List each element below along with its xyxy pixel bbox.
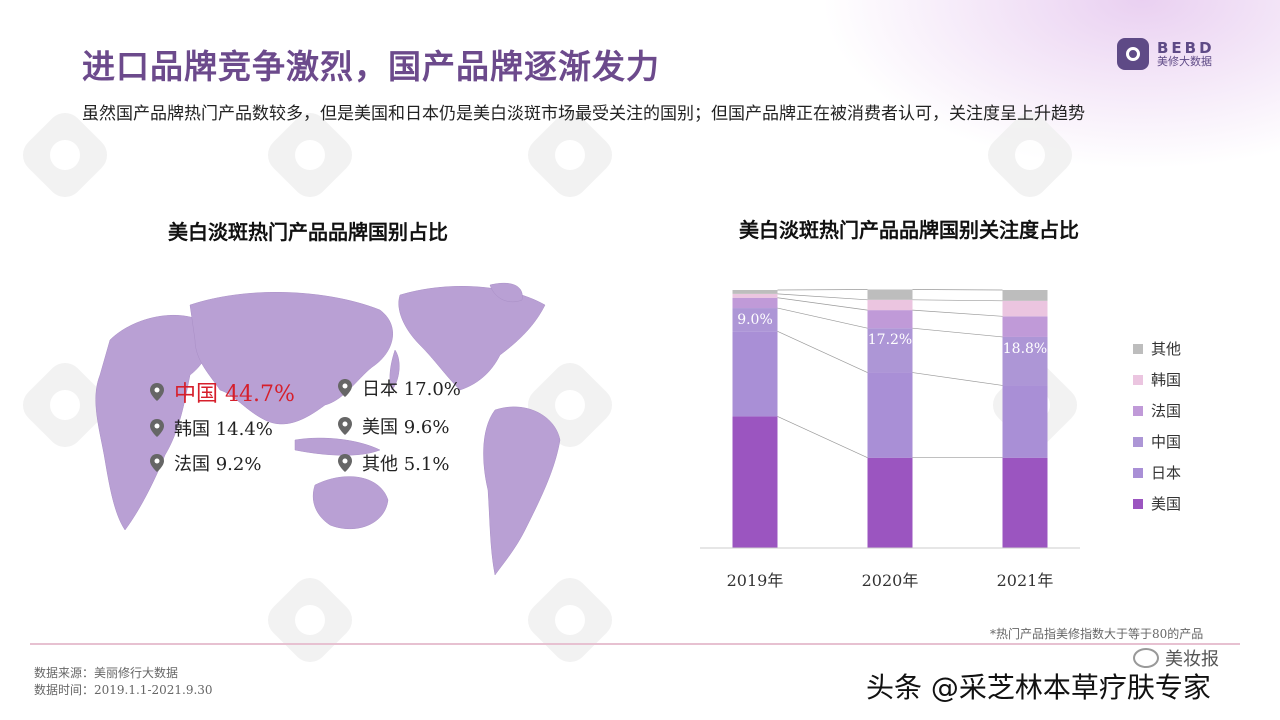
legend-label: 韩国 bbox=[1151, 371, 1182, 389]
bar-segment bbox=[1002, 290, 1048, 301]
map-indonesia bbox=[294, 437, 381, 456]
bar-segment bbox=[1002, 336, 1048, 386]
legend-label: 中国 bbox=[1151, 433, 1182, 451]
legend-swatch bbox=[1133, 405, 1143, 416]
connector-line bbox=[912, 372, 1003, 386]
bar-segment bbox=[732, 297, 778, 309]
location-pin-icon bbox=[338, 454, 352, 472]
map-greenland bbox=[489, 282, 523, 303]
legend-item-usa: 美国 bbox=[1133, 493, 1181, 514]
map-label-china: 中国 44.7% bbox=[150, 376, 295, 408]
legend-item-japan: 日本 bbox=[1133, 462, 1181, 483]
map-label-text: 法国 9.2% bbox=[174, 454, 262, 475]
bebd-logo-icon bbox=[1117, 38, 1149, 70]
brand-logo: BEBD 美修大数据 bbox=[1117, 38, 1215, 70]
watermark-logo bbox=[520, 570, 620, 670]
footer-divider bbox=[30, 643, 1240, 645]
map-label-france: 法国 9.2% bbox=[150, 450, 261, 476]
data-source: 数据来源：美丽修行大数据 数据时间：2019.1.1-2021.9.30 bbox=[34, 665, 213, 699]
chart-footnote: *热门产品指美修指数大于等于80的产品 bbox=[990, 627, 1204, 641]
bar-segment bbox=[867, 328, 913, 373]
bar-segment bbox=[1002, 300, 1048, 317]
connector-line bbox=[777, 297, 868, 311]
source-line: 数据来源：美丽修行大数据 bbox=[34, 666, 179, 680]
connector-line bbox=[912, 289, 1003, 291]
connector-line bbox=[777, 289, 868, 291]
footer-brand[interactable]: 头条 @采芝林本草疗肤专家 bbox=[866, 671, 1211, 704]
map-south-america bbox=[483, 406, 561, 576]
map-label-text: 韩国 14.4% bbox=[174, 419, 273, 440]
connector-line bbox=[912, 327, 1003, 338]
connector-line bbox=[912, 309, 1003, 317]
map-label-japan: 日本 17.0% bbox=[338, 375, 461, 401]
chart-legend: 其他 韩国 法国 中国 日本 美国 bbox=[1133, 338, 1181, 514]
date-line: 数据时间：2019.1.1-2021.9.30 bbox=[34, 683, 213, 697]
map-label-text: 其他 5.1% bbox=[362, 454, 450, 475]
map-japan bbox=[389, 349, 400, 391]
bar-segment bbox=[732, 308, 778, 332]
location-pin-icon bbox=[338, 379, 352, 397]
bar-segment bbox=[867, 372, 913, 458]
legend-item-china: 中国 bbox=[1133, 431, 1181, 452]
legend-item-france: 法国 bbox=[1133, 400, 1181, 421]
page-subtitle: 虽然国产品牌热门产品数较多，但是美国和日本仍是美白淡斑市场最受关注的国别；但国产… bbox=[82, 104, 1085, 124]
x-tick-label: 2021年 bbox=[997, 571, 1054, 590]
brand-name-en: BEBD bbox=[1157, 38, 1215, 57]
legend-label: 美国 bbox=[1151, 495, 1182, 513]
map-australia bbox=[312, 476, 389, 529]
bar-segment bbox=[732, 416, 778, 548]
legend-swatch bbox=[1133, 498, 1143, 509]
connector-line bbox=[777, 330, 868, 373]
map-label-text: 日本 17.0% bbox=[362, 379, 461, 400]
bar-segment bbox=[867, 457, 913, 548]
bar-segment bbox=[867, 310, 913, 329]
bar-segment bbox=[1002, 457, 1048, 548]
legend-swatch bbox=[1133, 436, 1143, 447]
x-tick-label: 2020年 bbox=[862, 571, 919, 590]
legend-label: 日本 bbox=[1151, 464, 1182, 482]
location-pin-icon bbox=[150, 383, 164, 401]
stacked-bar-chart: 2019年 2020年 2021年 9.0% 17.2% 18.8% bbox=[700, 289, 1080, 590]
map-panel-title: 美白淡斑热门产品品牌国别占比 bbox=[168, 220, 448, 244]
bar-segment bbox=[732, 290, 778, 294]
connector-line bbox=[777, 293, 868, 301]
bar-segment bbox=[867, 299, 913, 311]
map-label-other: 其他 5.1% bbox=[338, 450, 449, 476]
map-label-korea: 韩国 14.4% bbox=[150, 415, 273, 441]
legend-item-other: 其他 bbox=[1133, 338, 1181, 359]
legend-item-korea: 韩国 bbox=[1133, 369, 1181, 390]
weibo-label: 美妆报 bbox=[1165, 649, 1219, 670]
connector-line bbox=[777, 416, 868, 459]
weibo-icon bbox=[1133, 648, 1159, 668]
legend-swatch bbox=[1133, 467, 1143, 478]
chart-panel-title: 美白淡斑热门产品品牌国别关注度占比 bbox=[739, 218, 1079, 242]
location-pin-icon bbox=[338, 417, 352, 435]
x-tick-label: 2019年 bbox=[727, 571, 784, 590]
map-label-usa: 美国 9.6% bbox=[338, 413, 449, 439]
bar-segment bbox=[1002, 385, 1048, 458]
connector-line bbox=[912, 299, 1003, 302]
legend-label: 法国 bbox=[1151, 402, 1182, 420]
page-title: 进口品牌竞争激烈，国产品牌逐渐发力 bbox=[82, 47, 660, 86]
data-label: 17.2% bbox=[868, 332, 912, 348]
data-label: 18.8% bbox=[1003, 341, 1047, 357]
bar-segment bbox=[867, 289, 913, 300]
data-label: 9.0% bbox=[737, 312, 773, 328]
weibo-tag: 美妆报 bbox=[1133, 645, 1219, 671]
watermark-logo bbox=[260, 570, 360, 670]
bar-segment bbox=[1002, 316, 1048, 337]
location-pin-icon bbox=[150, 454, 164, 472]
bar-segment bbox=[732, 293, 778, 298]
bar-segment bbox=[732, 331, 778, 417]
connector-line bbox=[777, 307, 868, 329]
legend-label: 其他 bbox=[1151, 340, 1182, 358]
map-label-text: 中国 44.7% bbox=[174, 382, 295, 407]
legend-swatch bbox=[1133, 343, 1143, 354]
brand-name-cn: 美修大数据 bbox=[1157, 55, 1212, 69]
location-pin-icon bbox=[150, 419, 164, 437]
legend-swatch bbox=[1133, 374, 1143, 385]
map-label-text: 美国 9.6% bbox=[362, 417, 450, 438]
